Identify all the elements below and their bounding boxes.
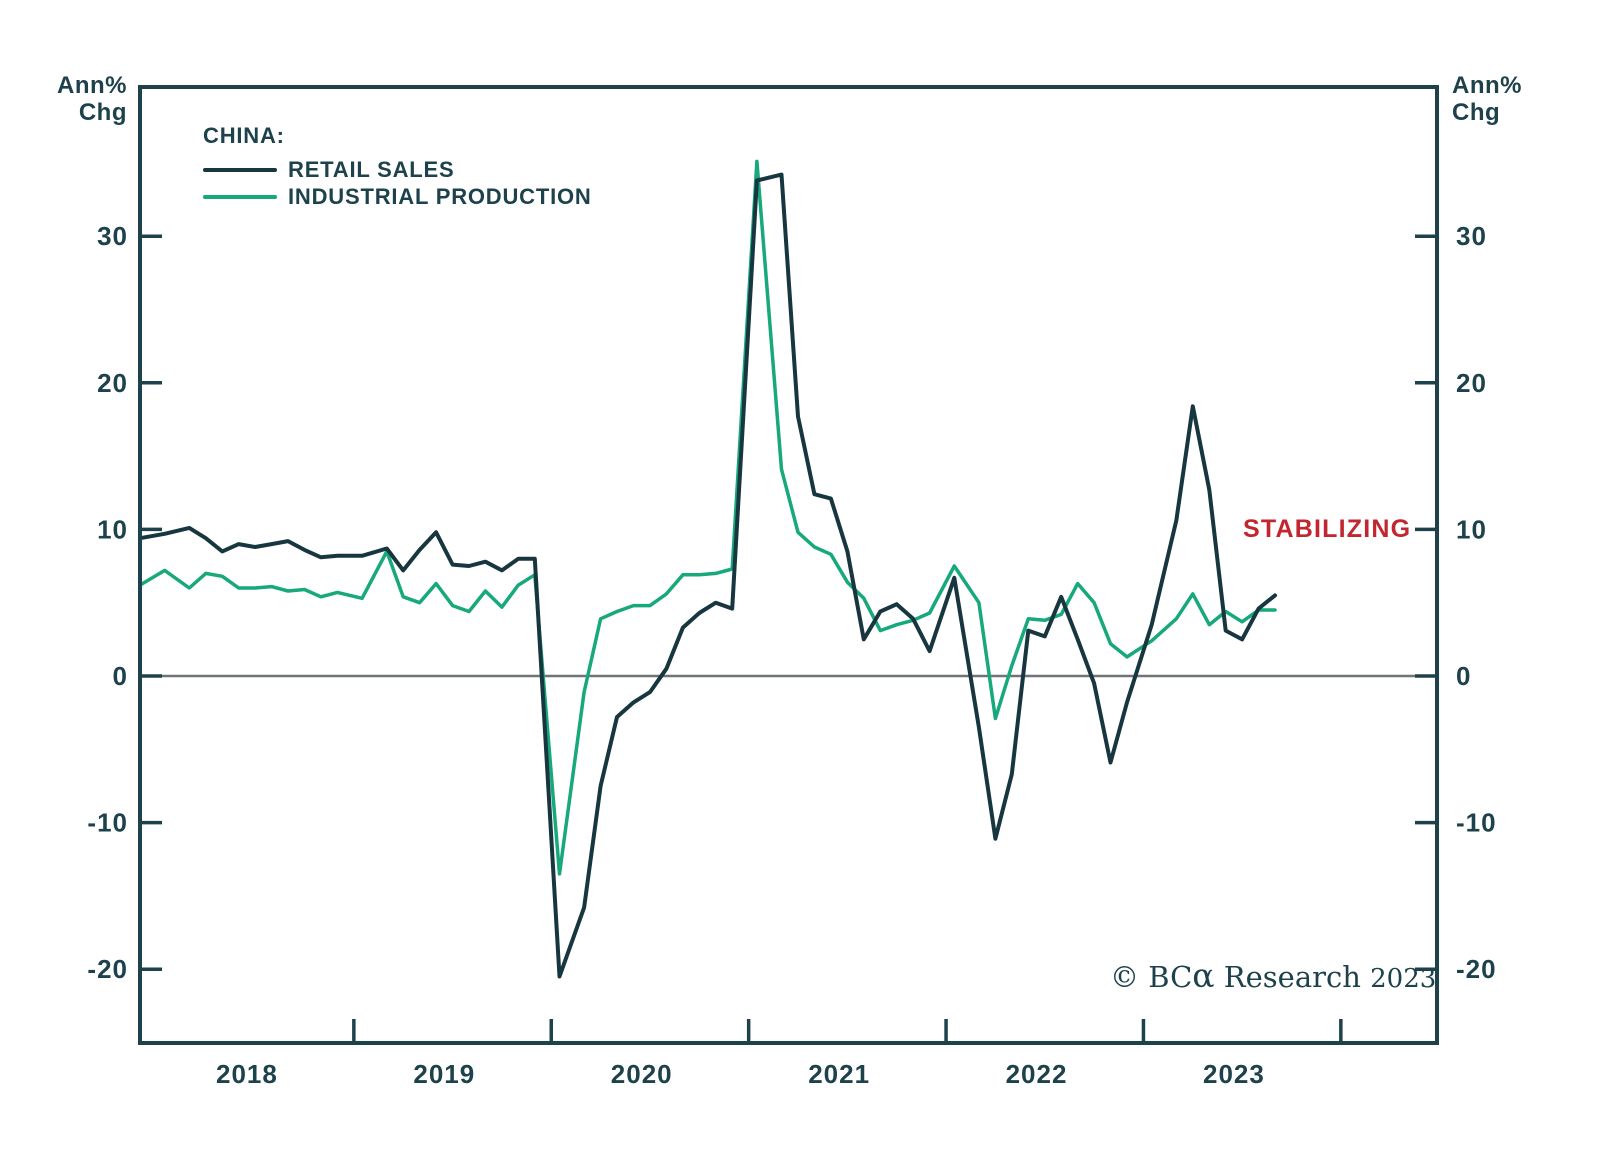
left-axis-unit-line2: Chg	[78, 99, 127, 126]
y-tick-label-left: 0	[113, 661, 128, 691]
y-tick-label-left: 20	[97, 368, 128, 398]
x-tick-label-2020: 2020	[611, 1059, 673, 1089]
right-axis-unit-label: Ann% Chg	[1452, 72, 1600, 126]
legend-item-retail-sales: RETAIL SALES	[203, 156, 592, 183]
copyright-year: 2023	[1370, 964, 1437, 994]
copyright-suffix: Research	[1214, 960, 1371, 994]
x-tick-label-2019: 2019	[413, 1059, 475, 1089]
right-axis-unit-line2: Chg	[1452, 99, 1501, 126]
y-tick-label-left: 10	[97, 514, 128, 544]
copyright-prefix: © BC	[1110, 960, 1193, 994]
y-tick-label-right: 0	[1456, 661, 1471, 691]
right-axis-unit-line1: Ann%	[1452, 72, 1522, 99]
retail-sales-line-swatch	[203, 167, 277, 172]
y-tick-label-right: 30	[1456, 221, 1487, 251]
stabilizing-annotation: STABILIZING	[1243, 515, 1412, 543]
y-tick-label-right: -10	[1456, 808, 1497, 838]
y-tick-label-left: -10	[87, 808, 128, 838]
retail-sales-line	[138, 172, 1277, 979]
y-tick-label-left: -20	[87, 954, 128, 984]
legend: CHINA: RETAIL SALES INDUSTRIAL PRODUCTIO…	[203, 123, 592, 210]
industrial-production-line-swatch	[203, 194, 277, 199]
legend-label-retail-sales: RETAIL SALES	[288, 156, 455, 182]
y-tick-label-left: 30	[97, 221, 128, 251]
copyright: © BCα Research 2023	[1110, 959, 1436, 994]
plot-frame	[138, 85, 1439, 1045]
x-tick-label-2021: 2021	[808, 1059, 870, 1089]
left-axis-unit-label: Ann% Chg	[0, 72, 127, 126]
industrial-production-line	[138, 159, 1277, 876]
x-tick-label-2022: 2022	[1006, 1059, 1068, 1089]
copyright-alpha-glyph: α	[1192, 956, 1215, 995]
y-tick-label-right: 20	[1456, 368, 1487, 398]
x-tick-label-2023: 2023	[1203, 1059, 1265, 1089]
y-tick-label-right: -20	[1456, 954, 1497, 984]
legend-label-industrial-production: INDUSTRIAL PRODUCTION	[288, 183, 592, 209]
legend-item-industrial-production: INDUSTRIAL PRODUCTION	[203, 183, 592, 210]
legend-title: CHINA:	[203, 123, 285, 148]
left-axis-unit-line1: Ann%	[57, 72, 127, 99]
y-tick-label-right: 10	[1456, 514, 1487, 544]
x-tick-label-2018: 2018	[216, 1059, 278, 1089]
